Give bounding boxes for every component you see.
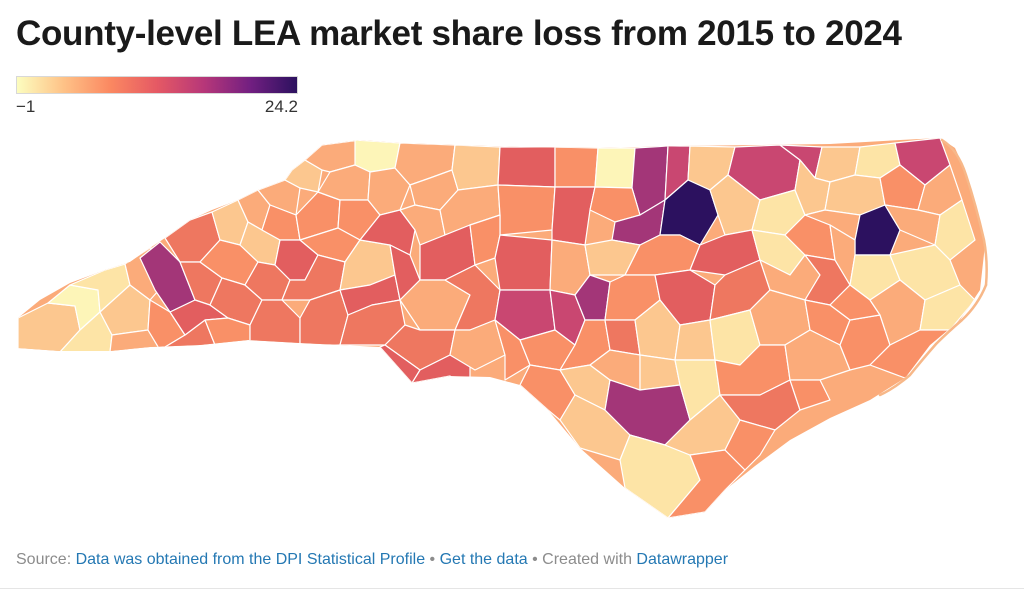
- county-shape[interactable]: [829, 284, 881, 321]
- county-shape[interactable]: [554, 146, 599, 188]
- source-link[interactable]: Data was obtained from the DPI Statistic…: [75, 551, 426, 568]
- county-shape[interactable]: [934, 199, 976, 261]
- created-with-text: Created with: [542, 551, 637, 568]
- barrier-island: [940, 138, 988, 287]
- legend-gradient-bar: [16, 76, 298, 94]
- get-the-data-link[interactable]: Get the data: [439, 551, 528, 568]
- color-legend: −1 24.2: [16, 76, 298, 119]
- county-shape[interactable]: [494, 319, 531, 381]
- county-shape[interactable]: [354, 139, 401, 173]
- legend-labels: −1 24.2: [16, 97, 298, 119]
- source-prefix: Source:: [16, 551, 76, 568]
- footer-separator: •: [527, 551, 543, 568]
- footer-credits: Source: Data was obtained from the DPI S…: [16, 551, 728, 569]
- county-shape[interactable]: [497, 184, 556, 236]
- outer-banks-coastline: [878, 138, 988, 397]
- footer-divider: [0, 588, 1024, 589]
- datawrapper-link[interactable]: Datawrapper: [636, 551, 729, 568]
- legend-max-label: 24.2: [264, 97, 298, 116]
- county-shape[interactable]: [789, 379, 831, 411]
- county-shape[interactable]: [494, 234, 553, 291]
- barrier-island: [878, 342, 938, 397]
- county-shape[interactable]: [594, 147, 636, 189]
- county-shape[interactable]: [724, 419, 776, 471]
- county-shape[interactable]: [674, 319, 716, 361]
- county-shape[interactable]: [451, 144, 501, 191]
- county-shape[interactable]: [639, 354, 681, 391]
- barrier-island: [934, 283, 988, 346]
- county-shape[interactable]: [257, 179, 301, 216]
- county-shape[interactable]: [497, 146, 556, 188]
- chart-title: County-level LEA market share loss from …: [16, 14, 902, 53]
- footer-separator: •: [425, 551, 440, 568]
- county-shape[interactable]: [919, 284, 976, 331]
- legend-min-label: −1: [16, 97, 36, 116]
